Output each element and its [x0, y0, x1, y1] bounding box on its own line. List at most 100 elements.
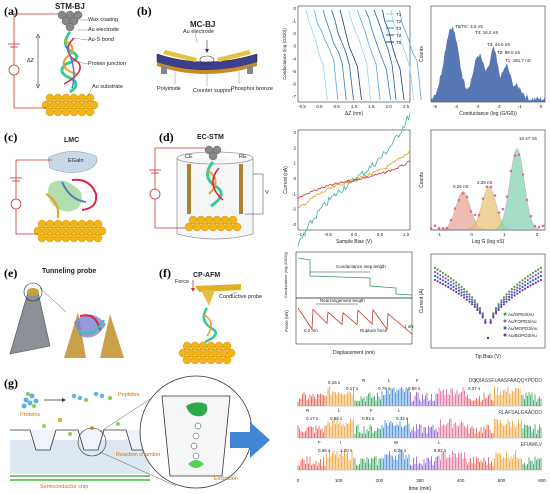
y-tick-label: -5 [292, 69, 296, 74]
data-point [465, 195, 469, 199]
sequence-label: EFIAWLV [521, 442, 543, 448]
data-point [539, 274, 543, 278]
data-point [521, 173, 525, 176]
data-point [449, 280, 452, 283]
row3-annotation: W [394, 440, 399, 445]
legend-label: T5 [396, 40, 402, 45]
data-point [460, 291, 463, 294]
data-point [529, 277, 532, 280]
row1-annotation: 0.27 s [468, 386, 481, 391]
data-point [476, 304, 479, 308]
data-point [436, 268, 439, 271]
x-tick-label: 0 [470, 232, 473, 237]
row2-annotation: F [370, 408, 373, 413]
y-tick-label: -3 [292, 44, 296, 49]
data-point [465, 293, 468, 296]
data-point [436, 280, 439, 283]
data-point [433, 274, 437, 278]
legend-label: T3 [396, 26, 402, 31]
data-point [513, 291, 516, 294]
sequence-label: DQQIASSFLAASFAAQQYPDDD [469, 378, 543, 384]
data-point [452, 282, 455, 285]
panel-label-b: (b) [137, 4, 152, 18]
data-point [473, 305, 476, 308]
data-point [531, 271, 535, 274]
data-point [494, 312, 498, 315]
legend-marker [503, 326, 507, 330]
row3-annotation: L [438, 440, 441, 445]
annotation: Conductance step length [336, 264, 386, 269]
re-label: RE [239, 154, 247, 160]
panel-d: (d) EC-STM CE RE V [135, 124, 277, 248]
data-point [455, 281, 458, 284]
x-tick-label: -1 [437, 232, 441, 237]
logg-histogram-svg: -1 0 1 2 Log G (log nS) Counts 0.26 nS 2.29 nS 1… [419, 129, 546, 245]
data-point [516, 292, 519, 295]
data-point [502, 298, 505, 301]
data-point [441, 275, 444, 278]
data-point [473, 299, 476, 302]
data-point [526, 282, 529, 285]
x-tick-label: 1.5 [368, 104, 375, 109]
x-tick-label: 200 [376, 478, 384, 483]
data-point [492, 316, 495, 319]
data-point [484, 321, 487, 324]
lmc-schematic [10, 151, 107, 243]
data-point [500, 301, 503, 304]
force-trace [297, 307, 413, 335]
x-axis-label: Conductance (log (G/G0)) [459, 111, 517, 117]
data-point [447, 282, 450, 285]
data-point [478, 308, 482, 311]
x-tick-label: 2.0 [386, 104, 393, 109]
panel-label-c: (c) [4, 130, 18, 144]
data-point [455, 287, 458, 290]
data-point [508, 290, 511, 293]
data-point [476, 308, 479, 311]
x-tick-label: 0.5 [334, 104, 341, 109]
data-point [471, 298, 474, 301]
tunneling-probe-title: Tunneling probe [42, 268, 97, 275]
row3-annotation: 0.26 s [394, 448, 407, 453]
data-point [485, 185, 489, 189]
data-point [441, 271, 444, 274]
data-point [531, 279, 535, 282]
data-point [531, 275, 535, 278]
phosphor-bronze-label: Phosphor bronze [231, 86, 273, 92]
conductance-histogram-svg: -5 -4 -3 -2 -1 0 Conductance (log (G/G0)) Count… [419, 5, 546, 117]
data-point [455, 284, 458, 287]
conductance-trace [331, 9, 354, 101]
data-point [513, 294, 516, 297]
data-point [509, 169, 513, 173]
data-point [518, 284, 521, 287]
data-point [460, 285, 463, 288]
legend-marker [503, 312, 507, 316]
stm-bj-title: STM-BJ [55, 2, 85, 11]
data-point [465, 290, 468, 293]
data-point [524, 287, 527, 290]
x-tick-label: 0.0 [351, 232, 358, 237]
data-point [471, 300, 474, 303]
conductance-trace [339, 9, 362, 101]
data-point [524, 280, 527, 283]
data-point [447, 278, 450, 282]
plot-frame [297, 129, 411, 231]
row2-annotation: L [398, 408, 401, 413]
x-tick-label: 2 [536, 232, 539, 237]
row2-annotation: 0.81 s [362, 416, 375, 421]
data-point [497, 306, 500, 309]
panel-label-f: (f) [159, 266, 171, 280]
data-point [453, 207, 457, 210]
force-label: Force [175, 279, 190, 285]
conductive-probe-label: Conductive probe [219, 294, 263, 300]
annotation: 1 nN [404, 324, 414, 329]
data-point [468, 300, 471, 303]
data-point [465, 295, 468, 298]
peak-annotation: 0.26 nS [453, 184, 469, 189]
conductance-trace [390, 9, 415, 101]
data-point [436, 272, 439, 275]
data-point [497, 304, 500, 308]
panel-label-g: (g) [4, 376, 18, 390]
mcbj-au-electrode-label: Au electrode [183, 29, 214, 35]
row1-annotation: 0.17 s [346, 386, 359, 391]
row2-annotation: 0.86 s [330, 416, 343, 421]
